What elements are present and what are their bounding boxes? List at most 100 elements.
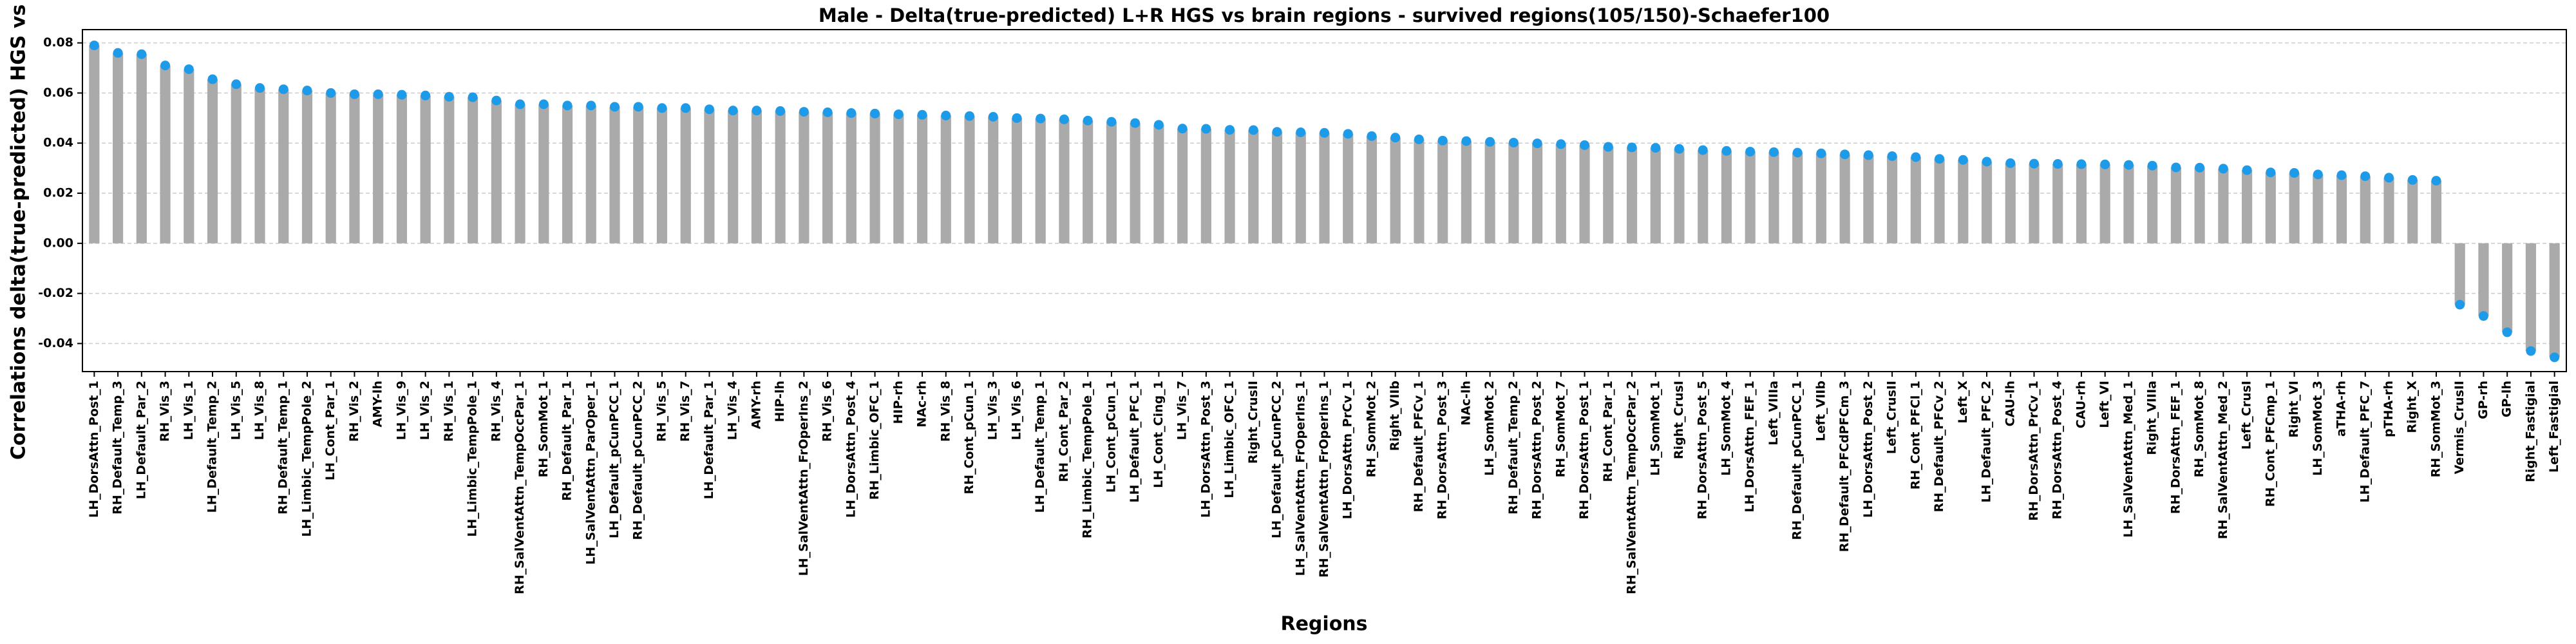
x-tick-label: RH_Default_Temp_3	[111, 381, 125, 515]
bar	[2052, 164, 2063, 243]
x-tick-label: RH_Vis_5	[654, 381, 668, 442]
x-tick-label: RH_DorsAttn_Post_2	[1530, 381, 1544, 520]
bar	[2076, 164, 2087, 243]
bar	[964, 116, 975, 243]
bar	[633, 106, 644, 243]
marker	[491, 95, 502, 106]
x-tick-label: RH_SomMot_8	[2192, 381, 2206, 477]
x-tick-label: LH_SalVentAttn_FrOperIns_1	[1293, 381, 1307, 576]
marker	[231, 79, 242, 90]
x-tick-label: Left_CrusI	[2240, 381, 2254, 450]
bar	[491, 100, 502, 243]
marker	[1296, 127, 1306, 137]
x-tick-label: LH_Vis_5	[229, 381, 243, 440]
bar	[2549, 243, 2560, 357]
marker	[728, 106, 738, 116]
marker	[2431, 176, 2441, 186]
x-tick-label: RH_Cont_PFCmp_1	[2263, 381, 2277, 507]
marker	[2502, 327, 2512, 337]
bar	[1887, 156, 1898, 243]
bar	[1674, 149, 1685, 243]
x-tick-label: LH_Cont_Cing_1	[1151, 381, 1166, 488]
bar	[2099, 164, 2110, 243]
marker	[633, 102, 643, 112]
marker	[1721, 146, 1732, 156]
marker	[1792, 147, 1803, 158]
bar	[1626, 147, 1638, 243]
x-tick-label: RH_SalVentAttn_Med_2	[2216, 381, 2230, 539]
marker	[1106, 117, 1117, 127]
bar	[1130, 123, 1141, 243]
marker	[1627, 142, 1637, 153]
marker	[2336, 170, 2347, 180]
bar	[396, 95, 407, 243]
marker	[326, 88, 336, 98]
marker	[2384, 173, 2394, 183]
x-tick-label: RH_DorsAttn_FEF_1	[2168, 381, 2183, 514]
marker	[965, 111, 974, 121]
bar	[2005, 163, 2016, 243]
marker	[1580, 140, 1590, 150]
marker	[1651, 143, 1661, 153]
x-tick-label: RH_Default_pCunPCC_2	[631, 381, 645, 540]
marker	[1935, 154, 1945, 164]
bar	[1083, 120, 1094, 243]
bar	[468, 97, 478, 243]
x-tick-label: RH_Vis_2	[347, 381, 361, 442]
marker	[2478, 311, 2488, 321]
bar	[585, 105, 596, 243]
bar	[2194, 167, 2205, 243]
bar	[89, 45, 100, 243]
x-axis-label: Regions	[1280, 613, 1367, 636]
x-tick-label: LH_SomMot_1	[1648, 381, 1662, 476]
marker	[562, 100, 573, 111]
x-tick-label: RH_Cont_Par_1	[1601, 381, 1615, 482]
marker	[1745, 146, 1756, 156]
marker	[2407, 175, 2418, 185]
marker	[515, 99, 526, 109]
marker	[1390, 133, 1401, 143]
x-tick-label: RH_Default_Par_1	[560, 381, 574, 501]
bar	[2123, 165, 2134, 243]
marker	[1130, 118, 1141, 128]
bar	[420, 95, 431, 243]
bar	[2289, 173, 2300, 243]
x-tick-label: Left_CrusII	[1885, 381, 1899, 454]
bar	[846, 113, 857, 243]
x-tick-label: RH_Vis_6	[820, 381, 835, 442]
x-tick-label: LH_SomMot_3	[2311, 381, 2325, 476]
bar	[1721, 151, 1732, 243]
marker	[1225, 125, 1235, 135]
bar	[160, 65, 171, 243]
x-tick-label: pTHA-rh	[2382, 381, 2396, 437]
x-tick-label: RH_DorsAttn_Post_5	[1696, 381, 1710, 520]
marker	[1816, 148, 1826, 158]
marker	[1414, 134, 1424, 144]
marker	[2242, 165, 2252, 175]
bar	[1414, 139, 1425, 243]
x-tick-label: NAc-lh	[1459, 381, 1473, 426]
x-tick-label: LH_SomMot_2	[1482, 381, 1497, 476]
marker	[538, 99, 549, 109]
bar	[1910, 157, 1921, 243]
x-tick-label: CAU-lh	[2003, 381, 2017, 426]
x-tick-label: LH_Default_pCunPCC_2	[1270, 381, 1284, 538]
y-tick-label: -0.04	[38, 336, 73, 350]
x-tick-label: RH_SomMot_7	[1553, 381, 1567, 477]
bar	[2313, 174, 2324, 243]
x-tick-label: RH_Vis_3	[158, 381, 172, 442]
x-tick-label: LH_Cont_Par_1	[323, 381, 337, 480]
marker	[2526, 346, 2536, 356]
x-tick-label: RH_Default_PFCv_2	[1932, 381, 1946, 512]
x-tick-label: LH_Default_PFC_7	[2358, 381, 2372, 502]
x-tick-label: LH_Default_PFC_1	[1128, 381, 1142, 502]
marker	[1343, 129, 1353, 139]
marker	[373, 89, 383, 99]
marker	[941, 110, 951, 120]
bar	[1295, 132, 1306, 243]
marker	[1958, 155, 1968, 165]
marker	[1272, 127, 1282, 137]
marker	[870, 108, 880, 118]
bar	[2478, 243, 2489, 316]
marker	[822, 107, 833, 117]
